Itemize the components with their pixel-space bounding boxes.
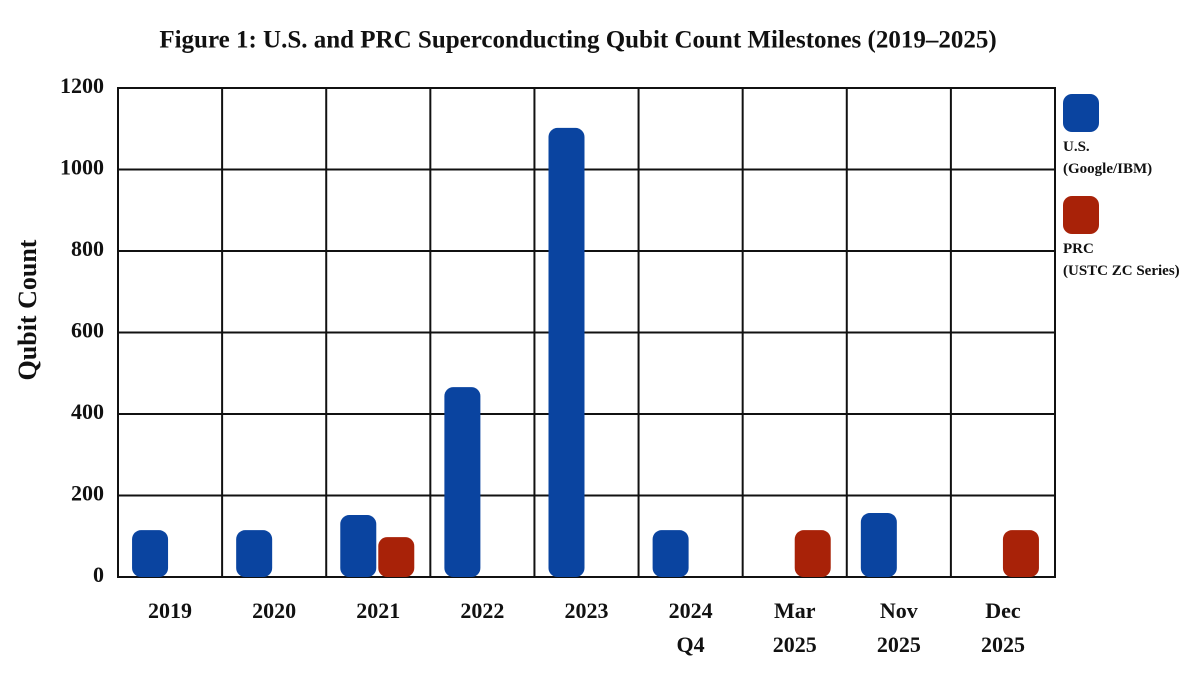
x-tick-label: 2020 bbox=[252, 598, 297, 623]
y-tick-label: 1200 bbox=[60, 73, 104, 98]
bar bbox=[340, 515, 377, 577]
x-tick-label: 2019 bbox=[148, 598, 193, 623]
x-tick-label: Dec 2025 bbox=[980, 598, 1025, 657]
x-tick-label: 2024 Q4 bbox=[668, 598, 713, 657]
y-tick-label: 800 bbox=[71, 236, 104, 261]
y-tick-label: 600 bbox=[71, 318, 104, 343]
legend-swatch bbox=[1063, 94, 1099, 132]
y-tick-label: 200 bbox=[71, 481, 104, 506]
x-tick-label: 2023 bbox=[564, 598, 609, 623]
y-tick-label: 400 bbox=[71, 399, 104, 424]
bar bbox=[548, 127, 585, 577]
bar bbox=[1002, 530, 1039, 577]
bar bbox=[794, 530, 831, 577]
chart-title: Figure 1: U.S. and PRC Superconducting Q… bbox=[159, 27, 996, 54]
y-tick-label: 1000 bbox=[60, 155, 104, 180]
x-tick-label: 2022 bbox=[460, 598, 505, 623]
bar bbox=[652, 530, 689, 577]
x-tick-label: 2021 bbox=[356, 598, 401, 623]
y-axis-label: Qubit Count bbox=[13, 239, 42, 380]
y-tick-label: 0 bbox=[93, 562, 104, 587]
x-tick-label: Nov 2025 bbox=[876, 598, 921, 657]
bar bbox=[444, 387, 481, 577]
plot-frame bbox=[117, 87, 1056, 578]
bar bbox=[860, 513, 897, 577]
bar bbox=[132, 530, 169, 577]
legend-swatch bbox=[1063, 196, 1099, 234]
bar bbox=[378, 537, 415, 577]
legend-label: PRC (USTC ZC Series) bbox=[1063, 241, 1180, 279]
bar bbox=[236, 530, 273, 577]
x-tick-label: Mar 2025 bbox=[772, 598, 817, 657]
legend-label: U.S. (Google/IBM) bbox=[1063, 139, 1153, 177]
